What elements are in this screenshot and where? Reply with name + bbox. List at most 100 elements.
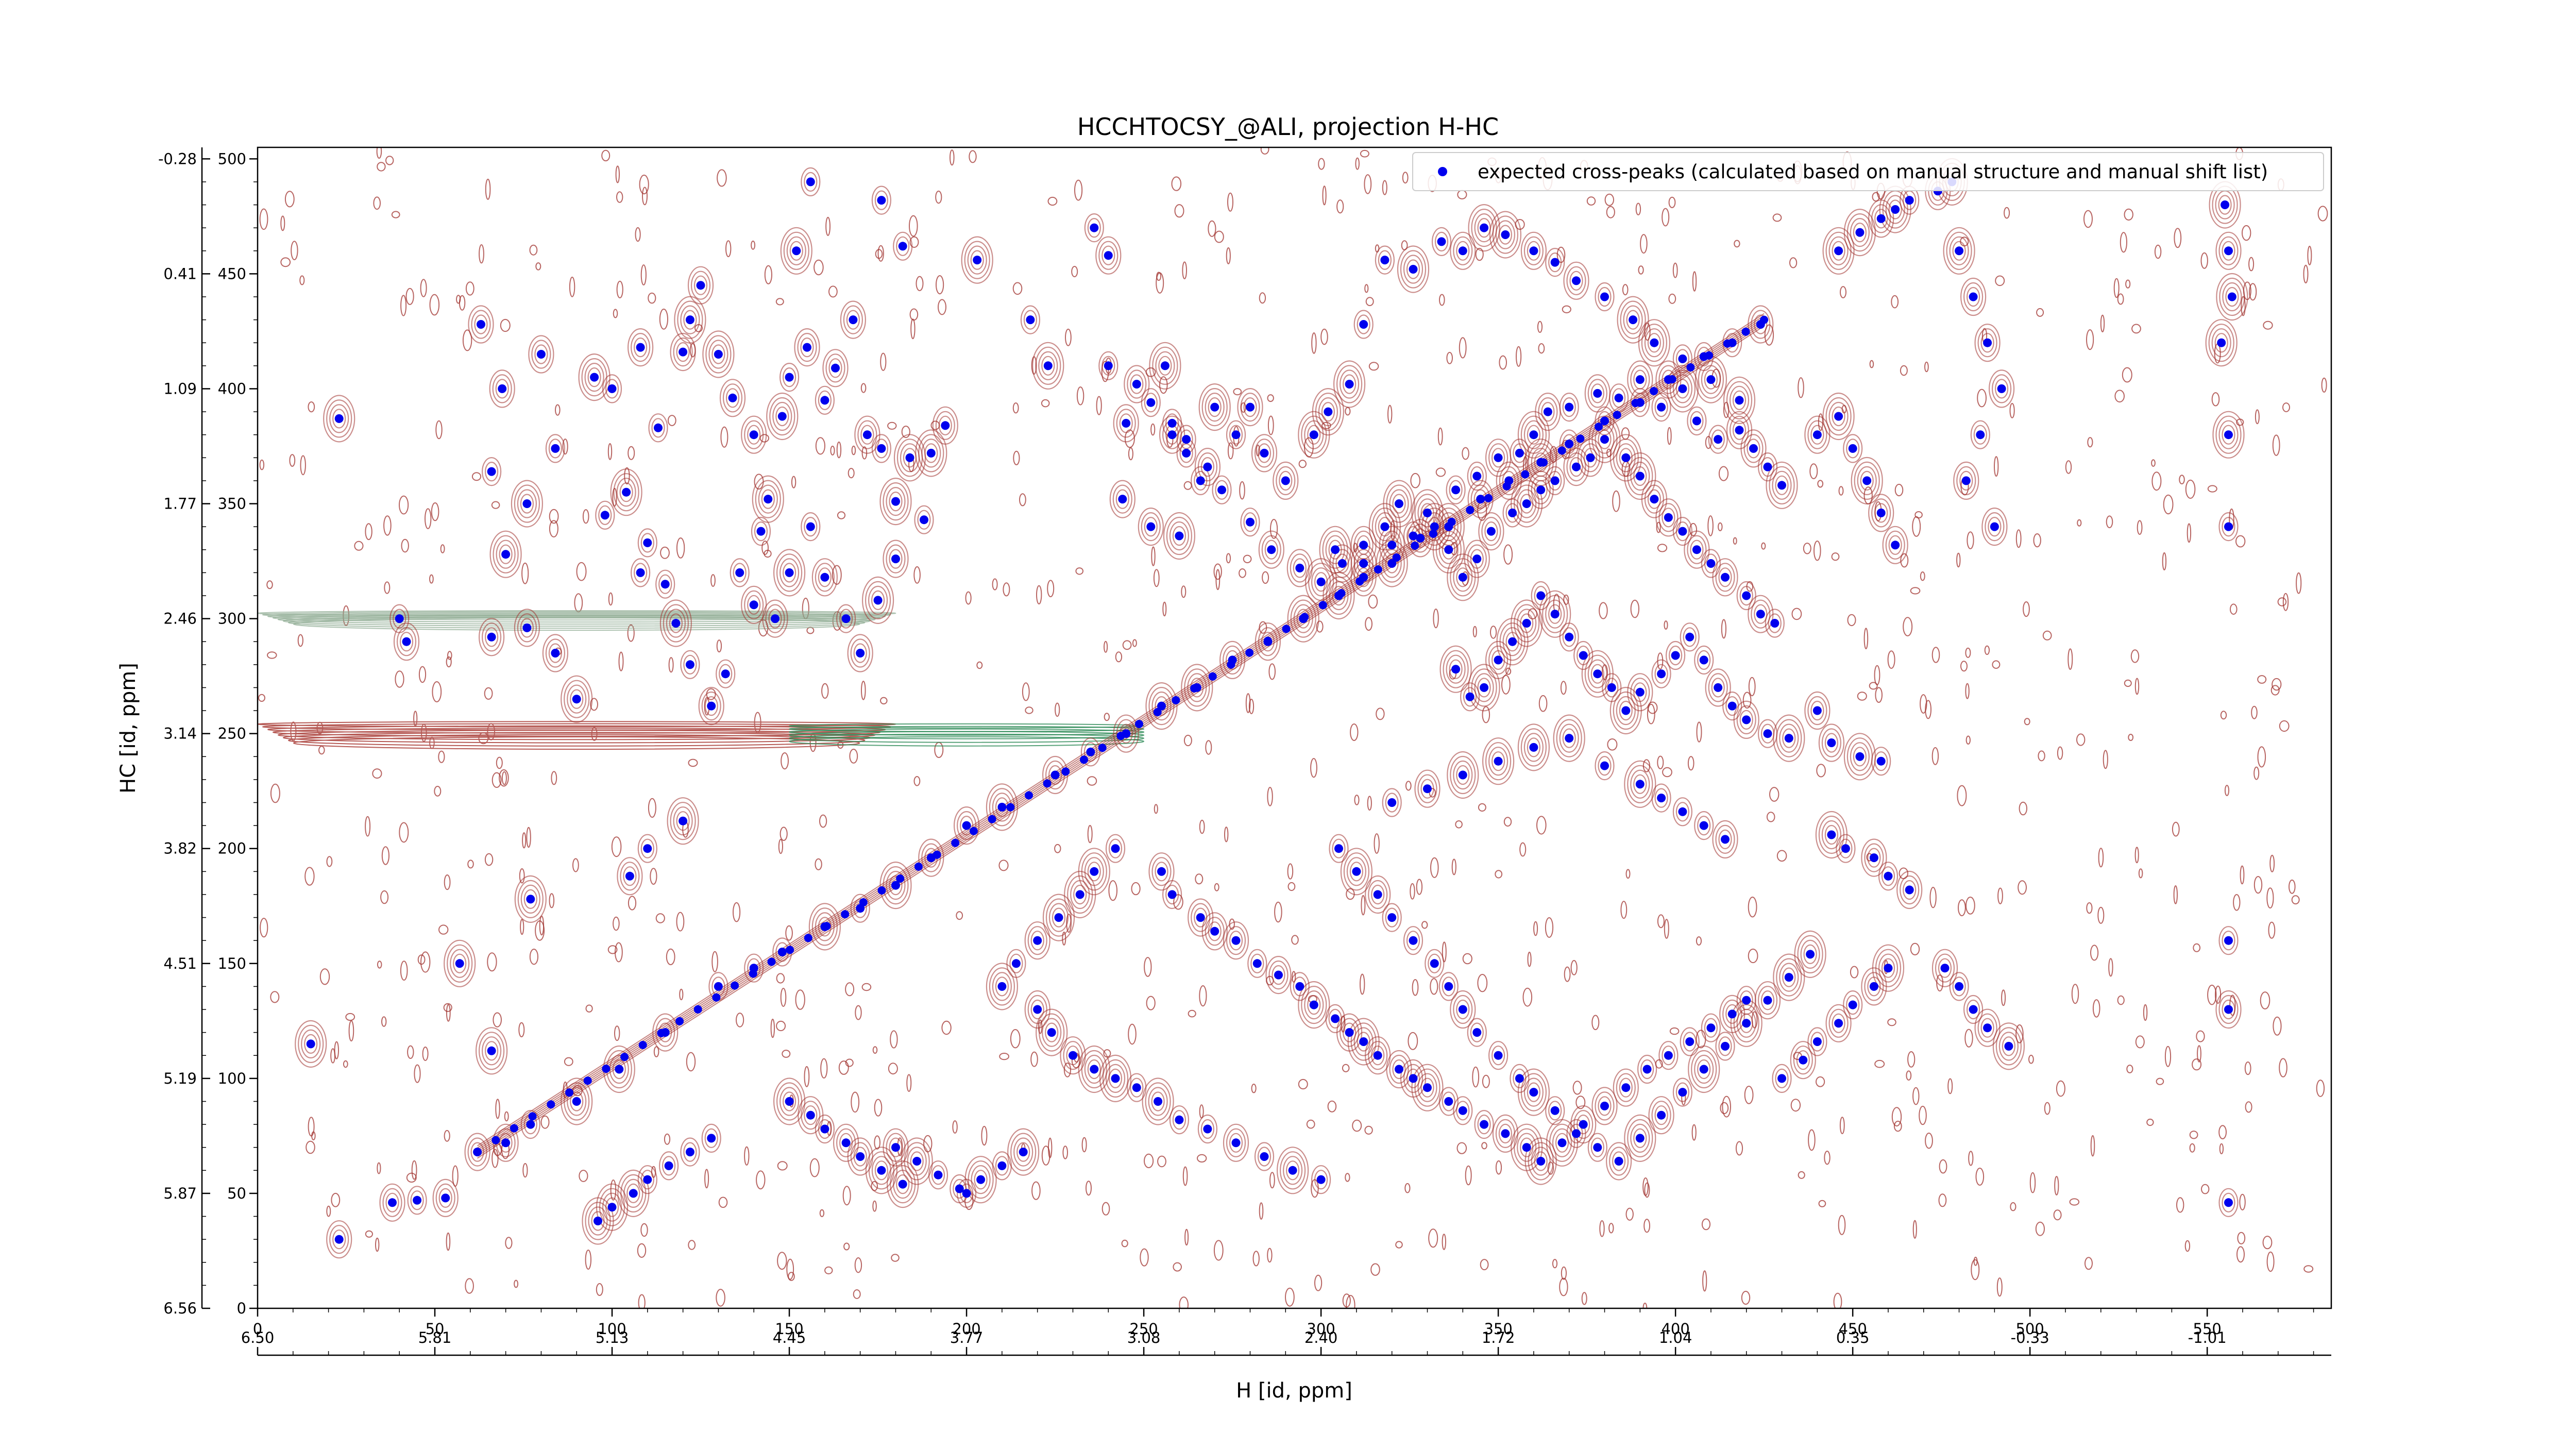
noise-contour	[471, 472, 482, 481]
peak-contour	[1718, 567, 1732, 587]
noise-contour	[848, 468, 855, 479]
peak-contour	[704, 1128, 718, 1148]
peak-contour	[1036, 1008, 1068, 1056]
peak-contour	[1502, 498, 1522, 528]
peak-contour	[1715, 1032, 1735, 1061]
noise-contour	[529, 244, 538, 256]
noise-contour	[1691, 1124, 1697, 1141]
noise-contour	[1798, 377, 1804, 398]
peak-contour	[1712, 558, 1738, 597]
cross-peak-point	[1373, 1051, 1382, 1060]
peak-contour	[1105, 1064, 1126, 1093]
peak-contour	[1619, 1077, 1633, 1098]
cross-peak-point	[1586, 453, 1595, 462]
peak-contour	[1255, 622, 1281, 661]
peak-contour	[1229, 1133, 1243, 1153]
peak-contour	[1414, 769, 1440, 808]
cross-peak-point	[1451, 665, 1461, 674]
noise-contour	[1368, 594, 1378, 609]
peak-contour	[1766, 461, 1798, 509]
peak-contour	[800, 337, 814, 358]
peak-contour	[545, 434, 566, 463]
cross-peak-point	[1678, 384, 1687, 393]
noise-contour	[1575, 1096, 1586, 1109]
noise-contour	[365, 1230, 374, 1238]
peak-contour	[1130, 374, 1144, 394]
peak-contour	[1722, 999, 1742, 1029]
noise-contour	[688, 759, 698, 767]
cross-peak-point	[820, 1124, 829, 1134]
peak-contour	[410, 1190, 424, 1210]
peak-contour	[1843, 990, 1863, 1020]
noise-contour	[1182, 261, 1187, 280]
peak-contour	[874, 1160, 889, 1181]
noise-contour	[1405, 781, 1412, 791]
noise-contour	[1267, 1248, 1273, 1263]
cross-peak-point	[1480, 683, 1489, 692]
noise-contour	[2251, 705, 2258, 719]
peak-contour	[542, 634, 569, 672]
cross-peak-point	[1501, 230, 1510, 239]
cross-peak-point	[1635, 375, 1645, 384]
noise-contour	[1560, 681, 1567, 695]
noise-contour	[1252, 1251, 1260, 1267]
peak-contour	[1179, 429, 1193, 449]
noise-contour	[635, 227, 641, 242]
noise-contour	[909, 236, 919, 248]
noise-contour	[1096, 396, 1102, 415]
noise-contour	[518, 1022, 525, 1038]
peak-contour	[918, 838, 944, 877]
cross-peak-point	[1472, 471, 1482, 481]
peak-contour	[1715, 824, 1735, 854]
peak-contour	[1353, 530, 1374, 560]
noise-contour	[2269, 854, 2275, 872]
peak-contour	[676, 342, 690, 362]
cross-peak-point	[806, 522, 815, 531]
noise-contour	[1816, 1076, 1825, 1087]
noise-contour	[1572, 1081, 1582, 1095]
peak-contour	[1286, 1160, 1300, 1181]
noise-contour	[549, 509, 559, 524]
peak-contour	[651, 418, 665, 438]
peak-contour	[1619, 700, 1633, 721]
cross-peak-point	[877, 196, 886, 205]
noise-contour	[824, 1266, 833, 1274]
noise-contour	[628, 446, 635, 460]
noise-contour	[2134, 847, 2139, 864]
peak-contour	[1520, 1073, 1547, 1111]
peak-contour	[561, 675, 593, 723]
peak-contour	[1488, 747, 1509, 776]
noise-contour	[549, 520, 558, 537]
noise-contour	[260, 918, 268, 938]
noise-contour	[1320, 328, 1328, 345]
peak-contour	[630, 332, 651, 362]
noise-contour	[1171, 176, 1182, 191]
noise-contour	[280, 215, 285, 231]
peak-contour	[1803, 944, 1817, 965]
noise-contour	[1581, 1292, 1587, 1305]
peak-contour	[1697, 815, 1711, 836]
cross-peak-point	[1395, 1065, 1403, 1074]
peak-contour	[2205, 319, 2238, 367]
cross-peak-point	[1600, 435, 1609, 444]
noise-contour	[284, 191, 295, 208]
peak-contour	[1704, 369, 1718, 390]
noise-contour	[1144, 1153, 1154, 1168]
noise-contour	[1992, 660, 2001, 669]
peak-contour	[1967, 999, 1980, 1020]
peak-contour	[1169, 1105, 1189, 1135]
peak-contour	[1130, 1077, 1144, 1098]
noise-contour	[2130, 649, 2140, 663]
noise-contour	[2128, 734, 2134, 741]
negative-contour	[789, 733, 1145, 743]
peak-contour	[1145, 1082, 1171, 1121]
peak-contour	[393, 609, 406, 629]
noise-contour	[2069, 1198, 2080, 1206]
peak-contour	[1197, 1114, 1217, 1144]
cross-peak-point	[1905, 196, 1914, 205]
peak-contour	[1800, 939, 1820, 969]
noise-contour	[842, 1186, 851, 1206]
cross-peak-point	[1231, 1138, 1241, 1148]
cross-peak-point	[1252, 959, 1262, 968]
noise-contour	[1894, 483, 1904, 497]
